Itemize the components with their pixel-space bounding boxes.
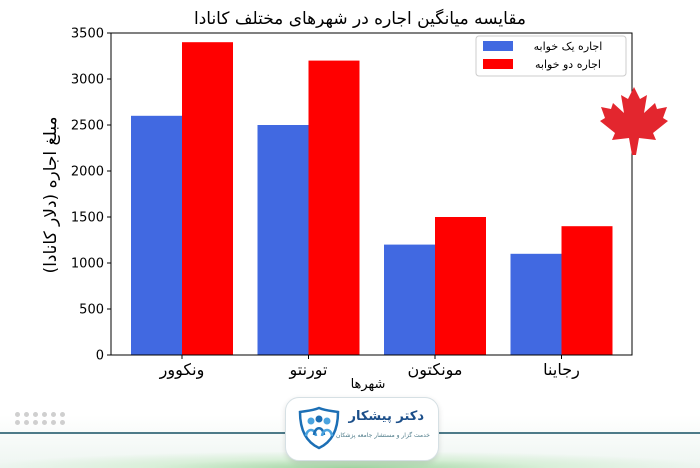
- y-tick-label: 2000: [71, 165, 104, 180]
- bar-one-bedroom: [131, 115, 182, 355]
- legend-label-one-bedroom: اجاره یک خوابه: [534, 40, 603, 53]
- bar-two-bedroom: [308, 60, 360, 355]
- legend-swatch-one-bedroom: [483, 41, 513, 51]
- bar-two-bedroom: [182, 42, 233, 355]
- footer-dots: [15, 412, 66, 425]
- logo-title: دکتر پیشکار: [348, 409, 425, 424]
- x-tick-label: رجاینا: [543, 360, 580, 380]
- y-tick-label: 3500: [71, 27, 104, 42]
- bar-two-bedroom: [435, 217, 486, 355]
- legend-box: [475, 35, 627, 77]
- y-tick-label: 0: [96, 349, 104, 364]
- x-tick-label: ونکوور: [159, 360, 205, 380]
- chart-title: مقایسه میانگین اجاره در شهرهای مختلف کان…: [194, 8, 526, 29]
- logo-subtitle: خدمت گزار و مستشار جامعه پزشکان: [335, 432, 430, 439]
- logo-card: دکتر پیشکار خدمت گزار و مستشار جامعه پزش…: [285, 397, 439, 461]
- y-tick-label: 3000: [71, 73, 104, 88]
- y-tick-label: 1500: [71, 211, 104, 226]
- legend-swatch-two-bedroom: [483, 59, 513, 69]
- people-shield-icon: [298, 406, 340, 450]
- x-tick-label: مونکتون: [408, 360, 463, 380]
- bar-two-bedroom: [561, 226, 613, 355]
- maple-leaf-icon: [600, 87, 668, 155]
- y-tick-label: 500: [79, 303, 104, 318]
- y-tick-label: 2500: [71, 119, 104, 134]
- y-axis-label: مبلغ اجاره (دلار کانادا): [41, 117, 61, 274]
- bar-one-bedroom: [510, 253, 562, 355]
- x-tick-label: تورنتو: [289, 360, 328, 380]
- plot-frame: [110, 32, 633, 356]
- bar-one-bedroom: [257, 125, 309, 355]
- bar-one-bedroom: [384, 244, 435, 355]
- legend: اجاره یک خوابه اجاره دو خوابه: [475, 35, 627, 77]
- legend-label-two-bedroom: اجاره دو خوابه: [535, 58, 601, 71]
- y-tick-label: 1000: [71, 257, 104, 272]
- x-axis-label: شهرها: [351, 377, 386, 392]
